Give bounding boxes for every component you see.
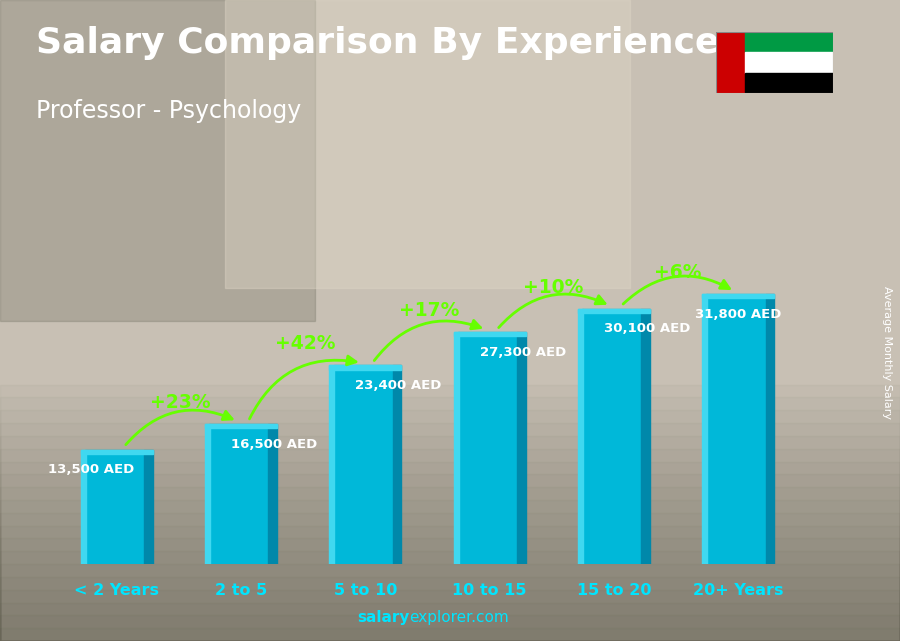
Bar <box>392 365 401 564</box>
Bar <box>0 474 900 641</box>
Bar <box>86 449 144 564</box>
Bar <box>0 615 900 641</box>
Bar <box>745 53 832 72</box>
Bar <box>0 385 900 641</box>
Bar <box>329 365 335 564</box>
Bar <box>0 538 900 641</box>
Bar <box>81 449 153 454</box>
Text: 23,400 AED: 23,400 AED <box>356 379 442 392</box>
Text: explorer.com: explorer.com <box>410 610 509 625</box>
Bar <box>0 0 315 320</box>
Bar <box>706 294 766 564</box>
Bar <box>205 424 277 428</box>
Text: 13,500 AED: 13,500 AED <box>49 463 135 476</box>
Text: +23%: +23% <box>150 393 211 412</box>
Bar <box>0 628 900 641</box>
Bar <box>81 449 86 564</box>
Text: +17%: +17% <box>399 301 460 320</box>
Bar <box>0 590 900 641</box>
Bar <box>0 513 900 641</box>
Text: 16,500 AED: 16,500 AED <box>231 438 318 451</box>
Bar <box>0 500 900 641</box>
Bar <box>0 436 900 641</box>
Bar <box>0 397 900 641</box>
Bar <box>0 487 900 641</box>
Text: Professor - Psychology: Professor - Psychology <box>36 99 302 123</box>
Text: Average Monthly Salary: Average Monthly Salary <box>881 286 892 419</box>
Bar <box>745 72 832 93</box>
Bar <box>517 333 526 564</box>
Bar <box>578 308 583 564</box>
Bar <box>329 365 401 369</box>
Text: 30,100 AED: 30,100 AED <box>604 322 690 335</box>
Bar <box>766 294 774 564</box>
Bar <box>0 564 900 641</box>
Bar <box>0 526 900 641</box>
Text: 31,800 AED: 31,800 AED <box>695 308 781 320</box>
Bar <box>210 424 268 564</box>
Bar <box>716 32 745 93</box>
Bar <box>702 294 707 564</box>
Bar <box>582 308 642 564</box>
Bar <box>144 449 153 564</box>
Bar <box>458 333 517 564</box>
Text: +6%: +6% <box>654 263 702 282</box>
Bar <box>0 603 900 641</box>
Bar <box>0 551 900 641</box>
Bar <box>0 462 900 641</box>
Bar <box>0 577 900 641</box>
Text: +10%: +10% <box>524 278 584 297</box>
Bar <box>702 294 774 298</box>
Text: 27,300 AED: 27,300 AED <box>480 346 566 359</box>
Bar <box>0 410 900 641</box>
Bar <box>745 32 832 53</box>
Bar <box>578 308 650 313</box>
Text: Salary Comparison By Experience: Salary Comparison By Experience <box>36 26 719 60</box>
Bar <box>205 424 210 564</box>
Bar <box>225 0 630 288</box>
Bar <box>0 449 900 641</box>
Bar <box>334 365 392 564</box>
Bar <box>454 333 526 337</box>
Bar <box>0 423 900 641</box>
Bar <box>268 424 277 564</box>
Bar <box>642 308 650 564</box>
Text: +42%: +42% <box>274 335 336 353</box>
Bar <box>454 333 459 564</box>
Text: salary: salary <box>357 610 410 625</box>
